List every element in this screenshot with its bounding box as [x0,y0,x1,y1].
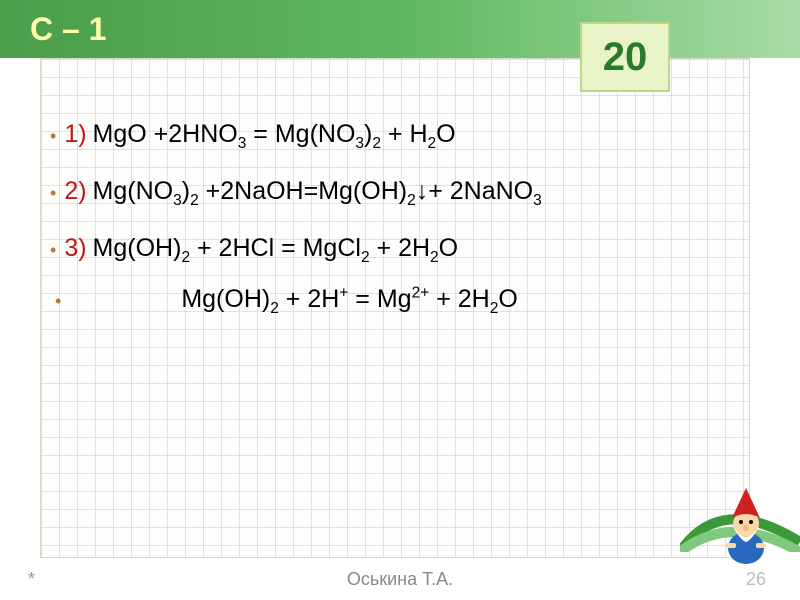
equation-2: • 2) Mg(NO3)2 +2NaOH=Mg(OH)2↓+ 2NaNO3 [40,177,760,206]
footer-star: * [28,569,35,590]
eq-formula: Mg(OH)2 + 2H+ = Mg2+ + 2H2O [181,285,517,314]
bullet-icon: • [50,240,56,261]
eq-formula: Mg(NO3)2 +2NaOH=Mg(OH)2↓+ 2NaNO3 [93,177,542,206]
eq-number: 3) [64,234,86,263]
equation-4: • Mg(OH)2 + 2H+ = Mg2+ + 2H2O [185,285,760,314]
header-bar: С – 1 [0,0,800,58]
equations-block: • 1) MgO +2HNO3 = Mg(NO3)2 + H2O • 2) Mg… [40,120,760,342]
equation-1: • 1) MgO +2HNO3 = Mg(NO3)2 + H2O [40,120,760,149]
bullet-icon: • [55,291,61,312]
eq-number: 1) [64,120,86,149]
eq-formula: MgO +2HNO3 = Mg(NO3)2 + H2O [93,120,456,149]
badge-value: 20 [603,35,648,80]
equation-3: • 3) Mg(OH)2 + 2HCl = MgCl2 + 2H2O [40,234,760,263]
bullet-icon: • [50,183,56,204]
footer-page: 26 [746,569,766,590]
gnome-icon [716,488,776,566]
bullet-icon: • [50,126,56,147]
score-badge: 20 [580,22,670,92]
eq-number: 2) [64,177,86,206]
eq-formula: Mg(OH)2 + 2HCl = MgCl2 + 2H2O [93,234,459,263]
footer-author: Оськина Т.А. [347,569,453,590]
slide-title: С – 1 [30,11,106,48]
